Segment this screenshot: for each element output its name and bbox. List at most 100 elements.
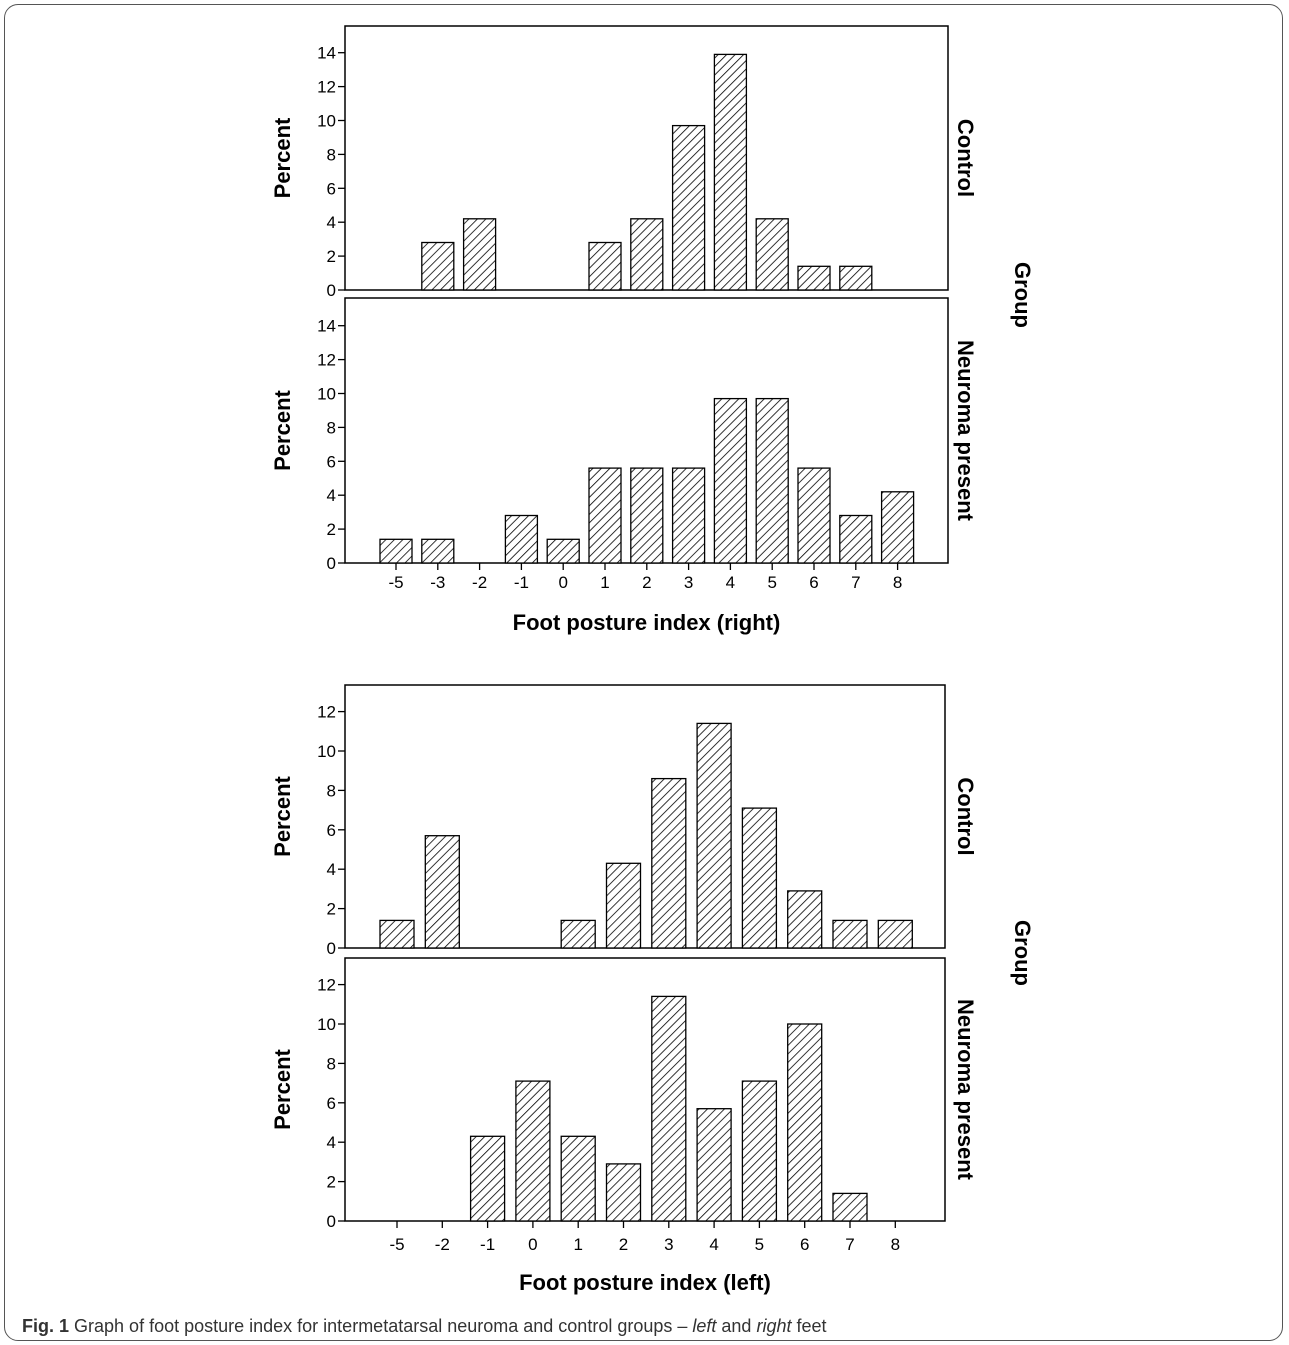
chart1-panel1-ytick-label-2: 2 bbox=[327, 247, 336, 266]
chart2-xtick-label-4: 4 bbox=[709, 1235, 718, 1254]
chart1-panel1-ytick-label-6: 6 bbox=[327, 179, 336, 198]
chart2-panel2-bar--1 bbox=[469, 1135, 506, 1222]
chart1-panel2-ytick-label-2: 2 bbox=[327, 520, 336, 539]
chart2-panel1-bar-1 bbox=[560, 919, 596, 949]
chart1-panel2-ytick-label-0: 0 bbox=[327, 554, 336, 573]
caption-text-a: Graph of foot posture index for intermet… bbox=[74, 1316, 693, 1336]
chart2-panel2-bar-4 bbox=[696, 1108, 732, 1222]
chart2-panel2-bar-1 bbox=[560, 1135, 596, 1222]
chart1-panel1-ytick-label-10: 10 bbox=[317, 112, 336, 131]
chart1-panel2-ylabel: Percent bbox=[270, 389, 295, 470]
chart2-panel2-ytick-label-10: 10 bbox=[317, 1015, 336, 1034]
chart1-panel1-ytick-label-0: 0 bbox=[327, 281, 336, 300]
chart2-panel1-ytick-label-0: 0 bbox=[327, 939, 336, 958]
chart2-panel2-ylabel: Percent bbox=[270, 1048, 295, 1129]
chart2-panel2-bar-3 bbox=[651, 995, 687, 1222]
chart1-panel1-series-label: Control bbox=[953, 119, 978, 197]
caption-text-c: feet bbox=[791, 1316, 827, 1336]
chart2-xtick-label-6: 6 bbox=[800, 1235, 809, 1254]
chart1-panel1-bar-5 bbox=[755, 218, 789, 291]
caption-italic-left: left bbox=[692, 1316, 717, 1336]
chart1-panel1-bar--2 bbox=[462, 218, 497, 291]
chart1-panel2-bar-3 bbox=[671, 467, 706, 564]
chart1-panel2-ytick-label-10: 10 bbox=[317, 385, 336, 404]
chart2-panel2-ytick-label-0: 0 bbox=[327, 1212, 336, 1231]
chart1-panel1-bar-7 bbox=[839, 265, 873, 291]
chart2-xtick-label-2: 2 bbox=[619, 1235, 628, 1254]
chart2-panel1-bar-4 bbox=[696, 722, 732, 949]
chart2-panel2-ytick-label-6: 6 bbox=[327, 1094, 336, 1113]
chart1-xtick-label-6: 6 bbox=[809, 573, 818, 592]
chart1-panel2-bar--1 bbox=[504, 514, 539, 564]
chart1-xtick-label-5: 5 bbox=[767, 573, 776, 592]
chart2-panel1-bar-3 bbox=[651, 777, 687, 949]
chart1-panel2-bar-2 bbox=[630, 467, 664, 564]
chart2-panel2-ytick-label-12: 12 bbox=[317, 976, 336, 995]
chart2-xtick-label--5: -5 bbox=[389, 1235, 404, 1254]
chart1-panel1-bar-6 bbox=[797, 265, 831, 291]
figure-caption: Fig. 1 Graph of foot posture index for i… bbox=[22, 1316, 827, 1337]
figure-frame bbox=[4, 4, 1283, 1341]
chart2-panel2-series-label: Neuroma present bbox=[953, 999, 978, 1181]
chart2-xtick-label-0: 0 bbox=[528, 1235, 537, 1254]
chart1-panel2-bar-1 bbox=[588, 467, 622, 564]
chart1-panel2-ytick-label-4: 4 bbox=[327, 486, 336, 505]
chart2-xtick-label-5: 5 bbox=[755, 1235, 764, 1254]
chart1-panel1-ytick-label-4: 4 bbox=[327, 213, 336, 232]
chart1-panel2-bar-7 bbox=[839, 514, 873, 564]
chart1-panel1-ylabel: Percent bbox=[270, 117, 295, 198]
chart2-panel1-bar-2 bbox=[605, 862, 642, 949]
chart2-panel1-series-label: Control bbox=[953, 777, 978, 855]
chart1-xtick-label--5: -5 bbox=[388, 573, 403, 592]
chart2-panel2-bar-7 bbox=[832, 1192, 868, 1222]
chart2-panel1-bar--5 bbox=[379, 919, 415, 949]
chart2-panel2-frame bbox=[344, 957, 946, 1222]
chart1-xtick-label-4: 4 bbox=[726, 573, 735, 592]
chart2-xtick-label-7: 7 bbox=[845, 1235, 854, 1254]
chart2-xtick-label--2: -2 bbox=[435, 1235, 450, 1254]
chart1-facet-label: Group bbox=[1010, 262, 1035, 328]
chart1-xtick-label-0: 0 bbox=[558, 573, 567, 592]
chart2-panel1-ytick-label-12: 12 bbox=[317, 703, 336, 722]
chart2-panel1-ytick-label-10: 10 bbox=[317, 742, 336, 761]
chart1-panel2-ytick-label-8: 8 bbox=[327, 418, 336, 437]
chart2-panel2-bar-2 bbox=[605, 1163, 642, 1222]
chart2-panel1-bar-7 bbox=[832, 919, 868, 949]
chart2-xtick-label-1: 1 bbox=[573, 1235, 582, 1254]
chart1-panel1-bar--3 bbox=[421, 241, 455, 291]
chart1-panel2-ytick-label-6: 6 bbox=[327, 452, 336, 471]
chart2-panel2-ytick-label-4: 4 bbox=[327, 1133, 336, 1152]
chart1-panel2-bar-8 bbox=[880, 491, 915, 564]
chart2-panel1-ytick-label-4: 4 bbox=[327, 860, 336, 879]
chart2-panel2-bar-6 bbox=[787, 1023, 823, 1222]
chart2-panel1-ytick-label-6: 6 bbox=[327, 821, 336, 840]
chart2-panel1-ylabel: Percent bbox=[270, 775, 295, 856]
chart2-xtick-label-3: 3 bbox=[664, 1235, 673, 1254]
chart1-panel2-bar--3 bbox=[421, 538, 455, 564]
chart2-panel1-ytick-label-2: 2 bbox=[327, 900, 336, 919]
chart2-xtick-label-8: 8 bbox=[891, 1235, 900, 1254]
chart1-panel2-ytick-label-12: 12 bbox=[317, 351, 336, 370]
chart1-panel2-series-label: Neuroma present bbox=[953, 340, 978, 522]
chart2-panel2-bar-0 bbox=[515, 1080, 551, 1222]
chart2-panel1-bar-5 bbox=[741, 807, 778, 949]
chart1-panel2-bar-4 bbox=[713, 397, 748, 564]
chart2-panel1-bar--2 bbox=[424, 835, 460, 949]
chart2-panel2-ytick-label-2: 2 bbox=[327, 1173, 336, 1192]
chart1-panel2-bar--5 bbox=[379, 538, 413, 564]
chart2-xtick-label--1: -1 bbox=[480, 1235, 495, 1254]
chart1-xtick-label-7: 7 bbox=[851, 573, 860, 592]
chart1-xtick-label-3: 3 bbox=[684, 573, 693, 592]
chart2-panel2-bar-5 bbox=[741, 1080, 778, 1222]
chart2-xlabel: Foot posture index (left) bbox=[519, 1270, 771, 1295]
chart1-panel2-bar-5 bbox=[755, 397, 789, 564]
chart2-panel1-bar-8 bbox=[877, 919, 913, 949]
chart1-xlabel: Foot posture index (right) bbox=[513, 610, 781, 635]
chart2-panel1-bar-6 bbox=[787, 890, 823, 949]
chart1-panel1-ytick-label-8: 8 bbox=[327, 145, 336, 164]
chart1-xtick-label-8: 8 bbox=[893, 573, 902, 592]
caption-text-b: and bbox=[716, 1316, 757, 1336]
caption-italic-right: right bbox=[756, 1316, 792, 1336]
chart1-panel1-ytick-label-12: 12 bbox=[317, 78, 336, 97]
